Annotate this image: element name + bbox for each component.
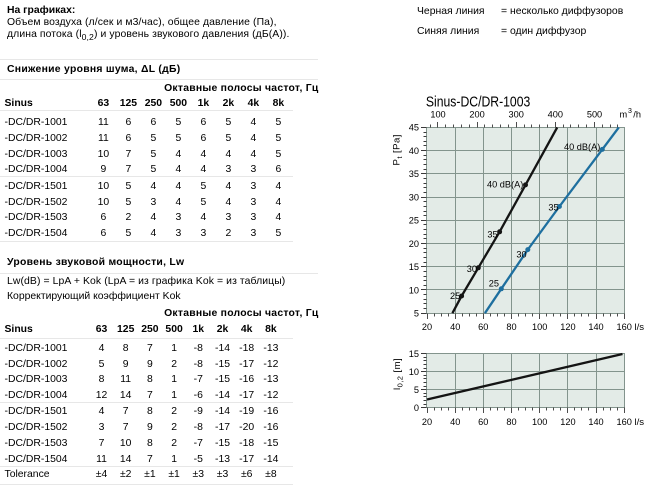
- svg-text:25: 25: [489, 278, 499, 288]
- svg-text:35: 35: [487, 229, 497, 239]
- svg-text:120: 120: [560, 417, 575, 427]
- svg-text:30: 30: [467, 264, 477, 274]
- svg-text:/h: /h: [633, 110, 641, 120]
- svg-text:60: 60: [478, 322, 488, 332]
- svg-text:25: 25: [450, 291, 460, 301]
- svg-text:140: 140: [588, 322, 603, 332]
- svg-text:45: 45: [409, 123, 419, 133]
- svg-text:l/s: l/s: [635, 322, 645, 333]
- svg-text:20: 20: [422, 322, 432, 332]
- svg-text:35: 35: [548, 202, 558, 212]
- svg-text:200: 200: [469, 110, 484, 120]
- svg-text:40: 40: [450, 417, 460, 427]
- svg-text:Pt [Pa]: Pt [Pa]: [392, 134, 404, 165]
- svg-text:140: 140: [588, 417, 603, 427]
- svg-text:l/s: l/s: [635, 417, 645, 428]
- svg-text:40: 40: [409, 146, 419, 156]
- svg-text:3: 3: [628, 108, 632, 115]
- svg-text:40 dB(A): 40 dB(A): [487, 179, 523, 189]
- svg-text:5: 5: [414, 309, 419, 319]
- svg-text:40: 40: [450, 322, 460, 332]
- svg-text:300: 300: [509, 110, 524, 120]
- svg-text:0: 0: [414, 403, 419, 413]
- svg-text:40 dB(A): 40 dB(A): [564, 142, 600, 152]
- svg-text:160: 160: [617, 322, 632, 332]
- svg-text:120: 120: [560, 322, 575, 332]
- svg-text:500: 500: [587, 110, 602, 120]
- svg-text:20: 20: [422, 417, 432, 427]
- svg-text:30: 30: [409, 192, 419, 202]
- svg-text:30: 30: [516, 249, 526, 259]
- svg-text:m: m: [620, 110, 628, 120]
- svg-text:80: 80: [506, 417, 516, 427]
- svg-text:100: 100: [532, 417, 547, 427]
- svg-text:100: 100: [430, 110, 445, 120]
- svg-text:160: 160: [617, 417, 632, 427]
- svg-text:400: 400: [548, 110, 563, 120]
- svg-text:35: 35: [409, 169, 419, 179]
- svg-text:15: 15: [409, 262, 419, 272]
- svg-text:100: 100: [532, 322, 547, 332]
- svg-text:25: 25: [409, 216, 419, 226]
- svg-text:80: 80: [506, 322, 516, 332]
- svg-text:l0,2 [m]: l0,2 [m]: [392, 358, 404, 390]
- svg-text:15: 15: [409, 349, 419, 359]
- svg-text:10: 10: [409, 367, 419, 377]
- svg-text:20: 20: [409, 239, 419, 249]
- svg-text:60: 60: [478, 417, 488, 427]
- svg-text:5: 5: [414, 385, 419, 395]
- svg-text:10: 10: [409, 285, 419, 295]
- svg-text:Sinus-DC/DR-1003: Sinus-DC/DR-1003: [426, 94, 530, 111]
